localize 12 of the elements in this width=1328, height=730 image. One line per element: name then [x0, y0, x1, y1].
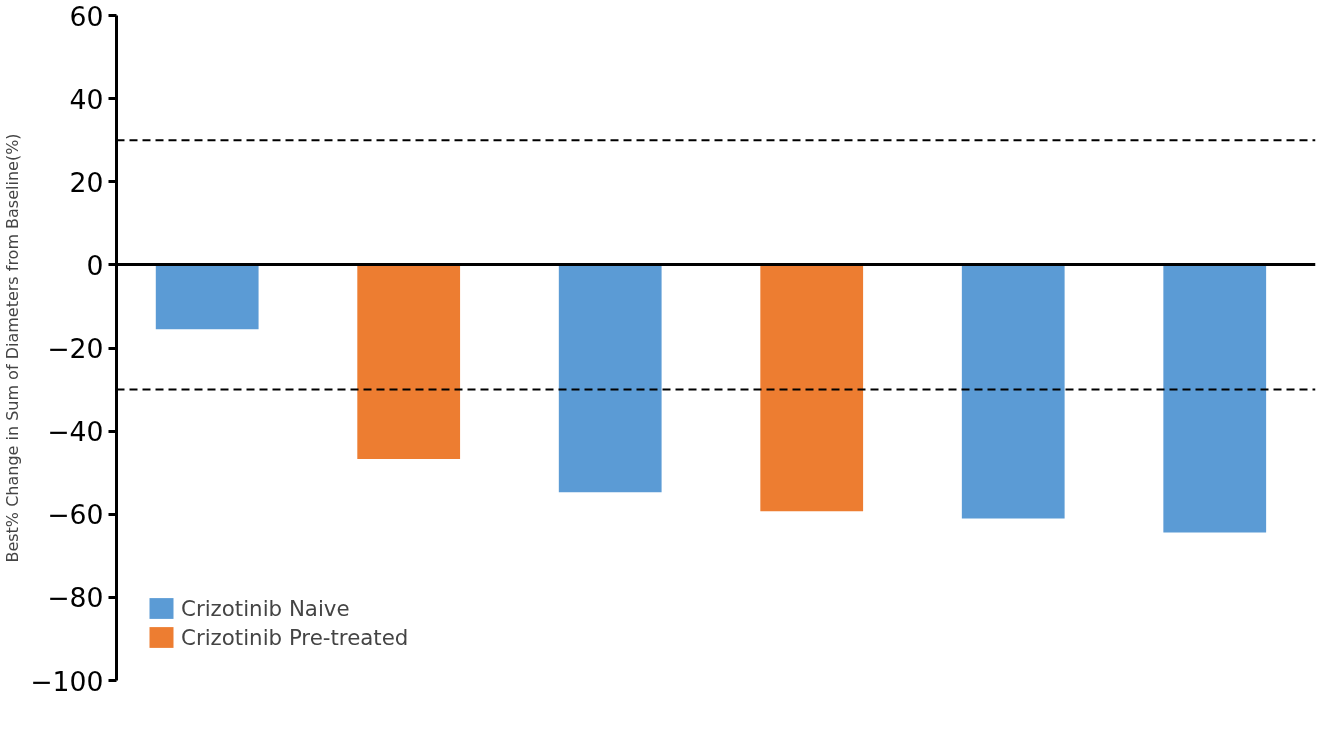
y-axis-title: Best% Change in Sum of Diameters from Baseline(%)	[3, 133, 23, 563]
legend-label: Crizotinib Naive	[181, 595, 350, 621]
y-tick-label: −60	[47, 499, 104, 531]
y-tick-label: 40	[69, 83, 104, 115]
y-tick-label: 60	[69, 0, 104, 32]
y-tick-label: −100	[30, 665, 104, 697]
legend-label: Crizotinib Pre-treated	[181, 624, 409, 650]
y-tick-label: −20	[47, 333, 104, 364]
y-tick-label: −80	[47, 582, 104, 614]
y-tick-label: 20	[69, 166, 104, 198]
y-tick-label: 0	[86, 249, 104, 281]
y-tick-label: −40	[47, 416, 104, 448]
